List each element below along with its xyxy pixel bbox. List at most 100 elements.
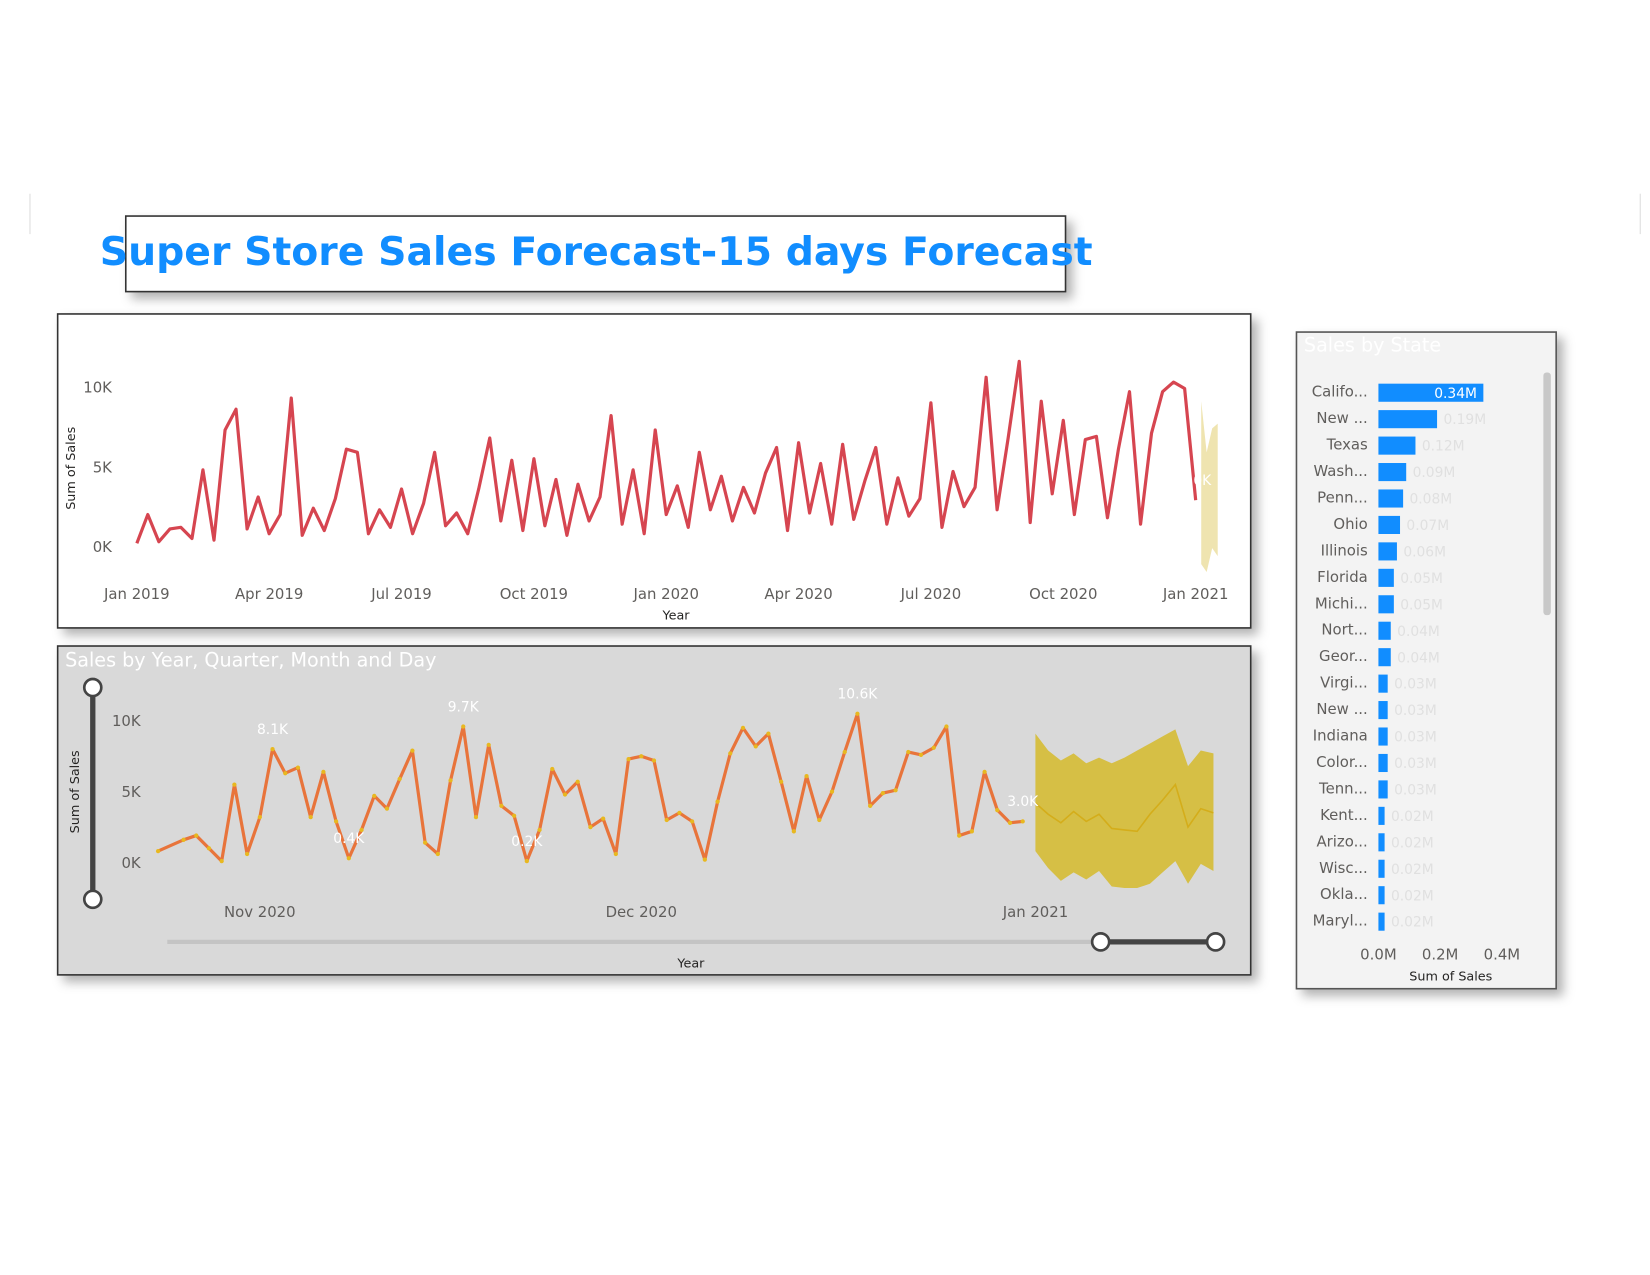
bar: [1378, 463, 1407, 482]
point-marker: [715, 799, 720, 804]
category-label: Califo...: [1312, 383, 1368, 401]
data-label: 3.0K: [1180, 473, 1212, 489]
category-label: Ohio: [1333, 515, 1367, 533]
point-marker: [677, 810, 682, 816]
data-label: 8.1K: [257, 722, 289, 738]
data-label: 3.0K: [1007, 794, 1039, 810]
category-label: Okla...: [1320, 885, 1368, 903]
category-label: Indiana: [1313, 727, 1368, 745]
x-tick-label: 0.2M: [1422, 946, 1459, 964]
category-label: Virgi...: [1320, 674, 1368, 692]
point-marker: [779, 779, 784, 784]
point-marker: [842, 749, 847, 755]
series-line: [135, 359, 1198, 544]
point-marker: [194, 833, 199, 838]
point-marker: [333, 819, 339, 824]
y-tick-label: 5K: [121, 783, 141, 801]
point-marker: [855, 711, 860, 716]
category-label: Maryl...: [1313, 912, 1368, 930]
category-label: Color...: [1316, 753, 1368, 771]
data-label: 0.06M: [1403, 544, 1446, 560]
x-tick-label: Dec 2020: [606, 903, 677, 921]
data-label: 0.4K: [333, 831, 365, 847]
bar: [1378, 542, 1397, 561]
data-label: 0.02M: [1391, 862, 1434, 878]
point-marker: [664, 817, 669, 823]
chart-title: Sales by Year, Quarter, Month and Day: [65, 648, 436, 671]
x-tick-label: Apr 2020: [764, 585, 832, 603]
data-label: 0.03M: [1394, 730, 1437, 746]
bar: [1378, 410, 1438, 429]
point-marker: [753, 744, 758, 749]
x-slider-handle[interactable]: [1205, 932, 1226, 952]
bar: [1378, 436, 1416, 455]
bar: [1378, 568, 1394, 587]
point-marker: [155, 849, 161, 854]
point-marker: [995, 807, 1000, 813]
point-marker: [918, 752, 924, 757]
point-marker: [473, 815, 479, 820]
point-marker: [906, 749, 911, 755]
x-tick-label: Oct 2019: [500, 585, 568, 603]
category-label: Wash...: [1314, 462, 1368, 480]
data-label: 0.12M: [1422, 439, 1465, 455]
data-label: 9.7K: [448, 699, 480, 715]
bar: [1378, 859, 1385, 878]
bar: [1378, 383, 1484, 402]
point-marker: [550, 766, 555, 772]
scrollbar[interactable]: [1543, 372, 1551, 616]
data-label: 0.05M: [1400, 597, 1443, 613]
y-tick-label: 10K: [112, 712, 142, 730]
x-axis-label: Sum of Sales: [1409, 970, 1492, 985]
point-marker: [575, 779, 580, 784]
point-marker: [702, 857, 707, 862]
category-label: Geor...: [1319, 647, 1368, 665]
category-label: Nort...: [1321, 621, 1367, 639]
point-marker: [626, 756, 631, 762]
x-tick-label: Nov 2020: [224, 903, 296, 921]
dashboard-title: Super Store Sales Forecast-15 days Forec…: [100, 229, 1093, 275]
bar: [1378, 595, 1394, 614]
point-marker: [448, 778, 453, 783]
bar: [1378, 674, 1388, 693]
series-line: [157, 712, 1023, 863]
x-tick-label: Jul 2020: [900, 585, 962, 603]
category-label: New ...: [1316, 409, 1367, 427]
x-tick-label: Jan 2019: [103, 585, 170, 603]
point-marker: [931, 745, 936, 750]
bar: [1378, 648, 1391, 667]
point-marker: [244, 851, 250, 857]
y-slider-handle[interactable]: [82, 677, 103, 698]
category-label: Tenn...: [1318, 779, 1368, 797]
bar: [1378, 886, 1385, 905]
point-marker: [804, 773, 809, 779]
category-label: Wisc...: [1319, 859, 1368, 877]
point-marker: [206, 846, 212, 851]
y-tick-label: 10K: [83, 378, 113, 396]
data-label: 0.19M: [1443, 412, 1486, 428]
data-label: 0.34M: [1434, 386, 1477, 402]
x-tick-label: Oct 2020: [1029, 585, 1097, 603]
category-label: Illinois: [1321, 541, 1368, 559]
point-marker: [181, 837, 186, 842]
data-label: 0.02M: [1391, 915, 1434, 931]
data-label: 0.09M: [1413, 465, 1456, 481]
point-marker: [588, 824, 593, 830]
category-label: Texas: [1326, 436, 1368, 454]
point-marker: [511, 813, 517, 818]
data-label: 0.05M: [1400, 571, 1443, 587]
data-label: 0.02M: [1391, 809, 1434, 825]
point-marker: [969, 829, 974, 834]
point-marker: [410, 748, 415, 753]
point-marker: [257, 815, 262, 820]
y-slider-handle[interactable]: [82, 889, 103, 910]
point-marker: [639, 754, 644, 759]
y-tick-label: 5K: [93, 458, 113, 476]
data-label: 0.08M: [1409, 492, 1452, 508]
x-slider-handle[interactable]: [1090, 932, 1111, 952]
point-marker: [537, 827, 542, 833]
data-label: 0.03M: [1394, 677, 1437, 693]
point-marker: [944, 724, 949, 729]
category-label: New ...: [1316, 700, 1367, 718]
point-marker: [957, 833, 962, 838]
